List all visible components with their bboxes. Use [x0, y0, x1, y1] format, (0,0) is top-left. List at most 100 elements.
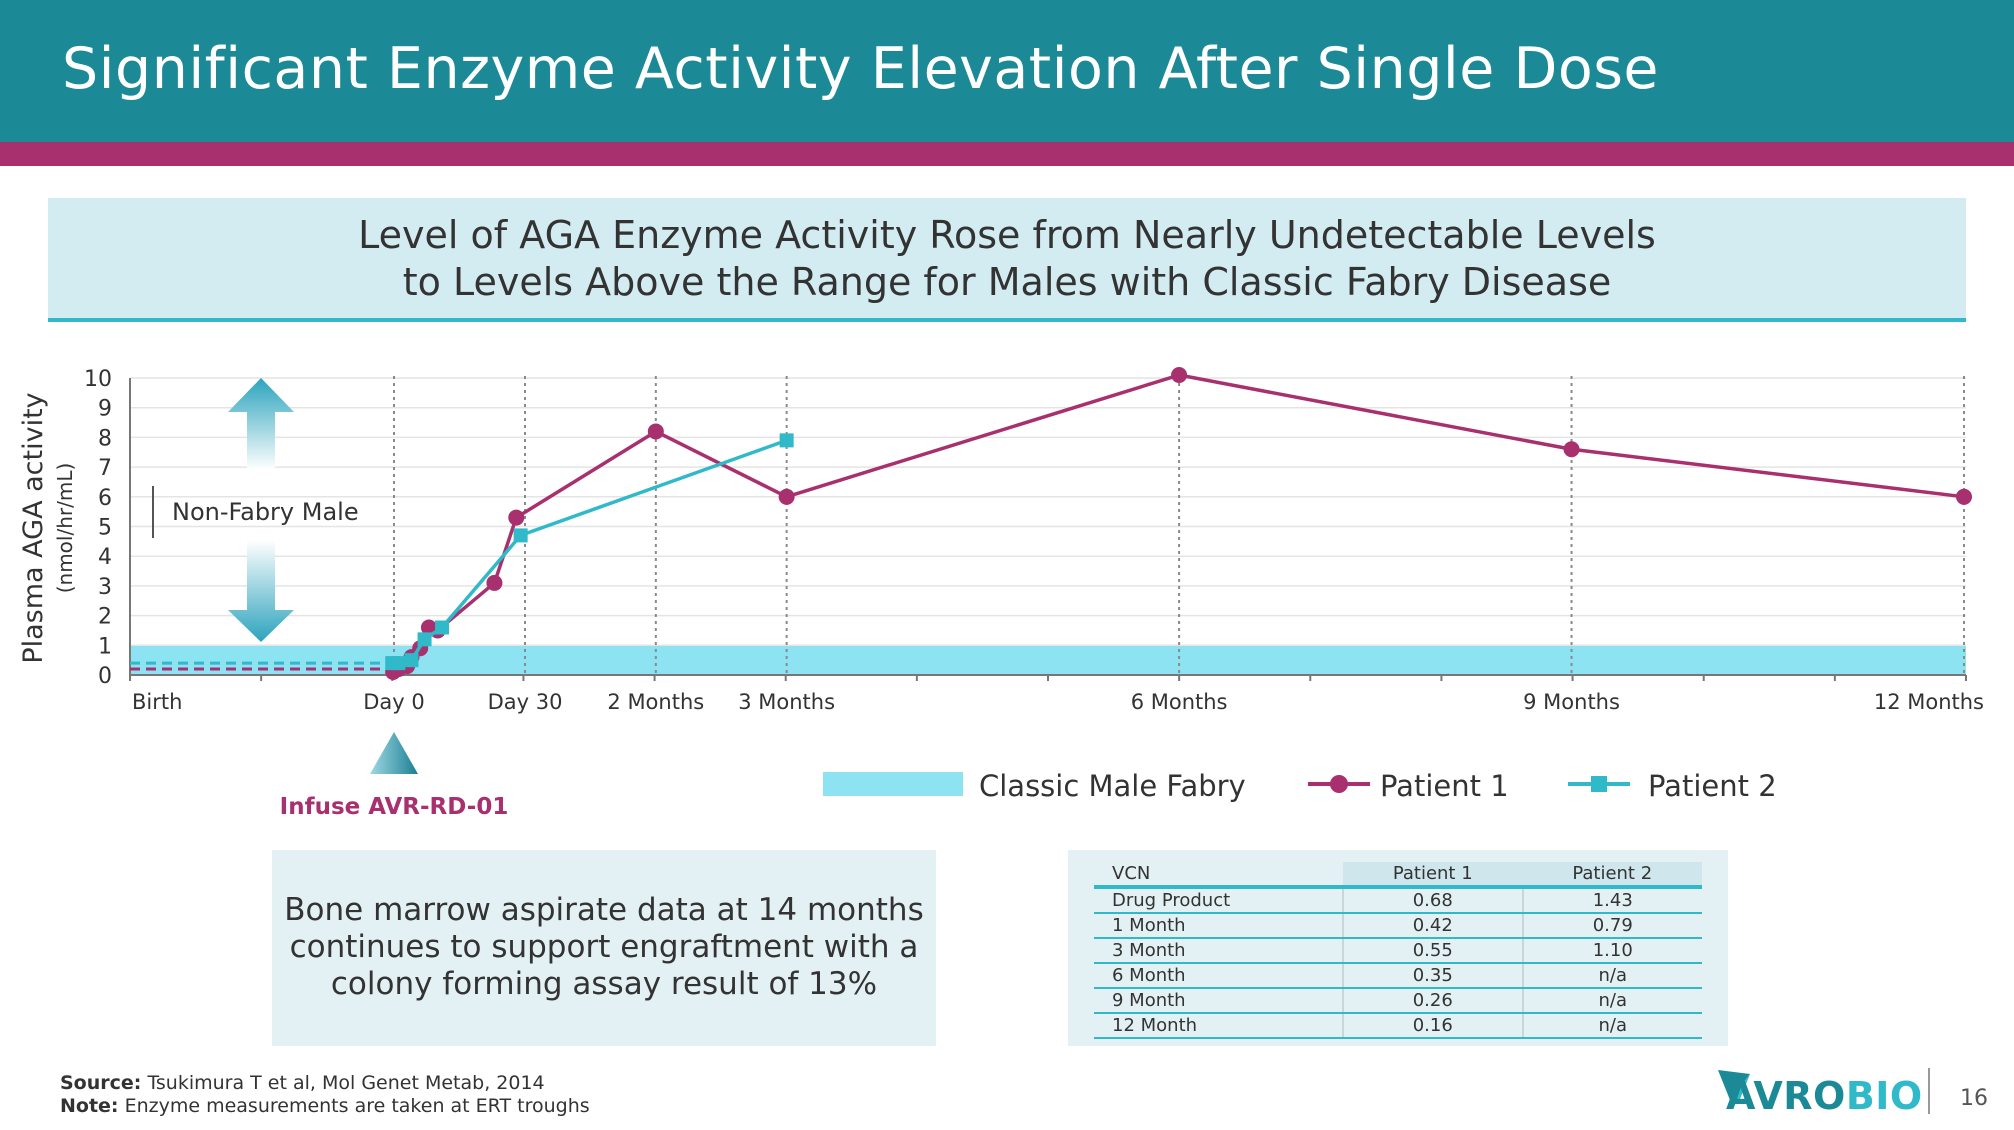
patient-1-point	[778, 488, 795, 505]
info-text: Bone marrow aspirate data at 14 months c…	[284, 892, 924, 1002]
x-tick-label: Birth	[132, 690, 182, 714]
source-line: Source: Tsukimura T et al, Mol Genet Met…	[60, 1072, 590, 1095]
vcn-row-label: 12 Month	[1094, 1013, 1343, 1039]
vcn-row-label: 6 Month	[1094, 963, 1343, 989]
y-tick-label: 3	[98, 575, 112, 600]
patient-2-point	[435, 620, 450, 635]
vcn-row-label: 1 Month	[1094, 913, 1343, 939]
band-group	[130, 645, 1966, 675]
note-line: Note: Enzyme measurements are taken at E…	[60, 1095, 590, 1118]
series-group	[130, 367, 1972, 681]
vcn-cell-patient-2: 1.43	[1521, 887, 1702, 914]
subtitle-line-2: to Levels Above the Range for Males with…	[402, 260, 1612, 304]
vcn-cell-patient-1: 0.35	[1342, 963, 1523, 989]
patient-2-point	[417, 632, 432, 647]
legend-group: Classic Male Fabry Patient 1 Patient 2	[823, 769, 1777, 803]
vcn-table: VCN Patient 1 Patient 2 Drug Product 0.6…	[1094, 862, 1702, 1039]
y-tick-label: 5	[98, 516, 112, 541]
footer-divider	[1928, 1068, 1930, 1114]
legend-label-band: Classic Male Fabry	[979, 769, 1246, 803]
y-tick-label: 9	[98, 397, 112, 422]
infusion-arrow-icon	[370, 732, 418, 774]
vcn-cell-patient-1: 0.68	[1342, 887, 1523, 914]
note-text: Enzyme measurements are taken at ERT tro…	[124, 1095, 590, 1117]
vcn-header-row: VCN Patient 1 Patient 2	[1094, 862, 1702, 889]
patient-2-point	[404, 653, 419, 668]
source-label: Source:	[60, 1072, 142, 1094]
vcn-row-label: Drug Product	[1094, 887, 1343, 914]
subtitle-line-1: Level of AGA Enzyme Activity Rose from N…	[358, 213, 1656, 257]
vcn-cell-patient-1: 0.16	[1342, 1013, 1523, 1039]
slide-title: Significant Enzyme Activity Elevation Af…	[62, 36, 1659, 102]
logo-prefix: AVRO	[1726, 1074, 1846, 1118]
table-row: 9 Month 0.26 n/a	[1094, 988, 1702, 1014]
header-stripe	[0, 142, 2014, 166]
subtitle-box: Level of AGA Enzyme Activity Rose from N…	[48, 198, 1966, 322]
up-arrow-icon	[228, 378, 294, 470]
legend-marker-patient-2	[1591, 776, 1607, 792]
y-axis-units: (nmol/hr/mL)	[53, 463, 77, 594]
note-label: Note:	[60, 1095, 119, 1117]
y-tick-label: 8	[98, 426, 112, 451]
gridlines-group	[130, 376, 1966, 676]
y-tick-label: 10	[84, 367, 112, 392]
infusion-label: Infuse AVR-RD-01	[280, 794, 509, 820]
patient-2-point	[391, 656, 406, 671]
non-fabry-label: Non-Fabry Male	[172, 498, 359, 526]
patient-2-point	[779, 433, 794, 448]
source-text: Tsukimura T et al, Mol Genet Metab, 2014	[147, 1072, 545, 1094]
y-tick-label: 2	[98, 605, 112, 630]
y-tick-label: 7	[98, 456, 112, 481]
vcn-header-patient-2: Patient 2	[1522, 862, 1702, 889]
vcn-cell-patient-1: 0.55	[1342, 938, 1523, 964]
y-tick-label: 4	[98, 545, 112, 570]
x-tick-label: Day 0	[363, 690, 425, 714]
y-tick-label: 6	[98, 486, 112, 511]
non-fabry-bracket	[152, 486, 154, 538]
patient-1-point	[1956, 488, 1972, 505]
patient-1-point	[647, 423, 664, 440]
logo-text: AVROBIO	[1726, 1074, 1923, 1118]
x-tick-label: 9 Months	[1523, 690, 1620, 714]
table-row: 3 Month 0.55 1.10	[1094, 938, 1702, 964]
footer: Source: Tsukimura T et al, Mol Genet Met…	[60, 1072, 590, 1118]
vcn-cell-patient-2: 1.10	[1521, 938, 1702, 964]
logo-suffix: BIO	[1845, 1074, 1923, 1118]
table-row: 6 Month 0.35 n/a	[1094, 963, 1702, 989]
table-row: 12 Month 0.16 n/a	[1094, 1013, 1702, 1039]
info-box: Bone marrow aspirate data at 14 months c…	[272, 850, 936, 1046]
legend-band-swatch	[823, 772, 963, 796]
vcn-cell-patient-2: n/a	[1521, 988, 1702, 1014]
classic-male-fabry-band	[130, 645, 1966, 675]
legend-marker-patient-1	[1330, 775, 1348, 793]
vcn-row-label: 9 Month	[1094, 988, 1343, 1014]
vcn-cell-patient-2: 0.79	[1521, 913, 1702, 939]
table-row: 1 Month 0.42 0.79	[1094, 913, 1702, 939]
patient-1-point	[1171, 367, 1188, 384]
down-arrow-icon	[228, 540, 294, 642]
x-tick-label: 12 Months	[1874, 690, 1984, 714]
table-row: Drug Product 0.68 1.43	[1094, 887, 1702, 914]
legend-label-patient-2: Patient 2	[1648, 769, 1777, 803]
page-number: 16	[1960, 1086, 1988, 1111]
header-bar: Significant Enzyme Activity Elevation Af…	[0, 0, 2014, 142]
y-tick-label: 0	[98, 664, 112, 689]
x-tick-label: 6 Months	[1131, 690, 1228, 714]
patient-1-point	[508, 509, 525, 526]
subtitle: Level of AGA Enzyme Activity Rose from N…	[48, 212, 1966, 306]
patient-1-point	[1563, 441, 1580, 458]
patient-1-point	[486, 574, 503, 591]
avrobio-logo: AVROBIO	[1716, 1064, 1922, 1120]
axes-group: 0 1 2 3 4 5 6 7 8 9 10 Birth Day 0 Day 30 2 Months 3 Mo…	[84, 367, 1984, 714]
y-tick-label: 1	[98, 634, 112, 659]
x-tick-label: Day 30	[488, 690, 563, 714]
annotations-group: Plasma AGA activity (nmol/hr/mL) Non-Fab…	[18, 378, 508, 820]
vcn-cell-patient-2: n/a	[1521, 963, 1702, 989]
y-axis-label: Plasma AGA activity	[18, 392, 49, 663]
vcn-header-patient-1: Patient 1	[1343, 862, 1523, 889]
vcn-cell-patient-2: n/a	[1521, 1013, 1702, 1039]
x-tick-label: 3 Months	[738, 690, 835, 714]
vcn-row-label: 3 Month	[1094, 938, 1343, 964]
logo-mark-icon	[1718, 1070, 1750, 1104]
vcn-box: VCN Patient 1 Patient 2 Drug Product 0.6…	[1068, 850, 1728, 1046]
